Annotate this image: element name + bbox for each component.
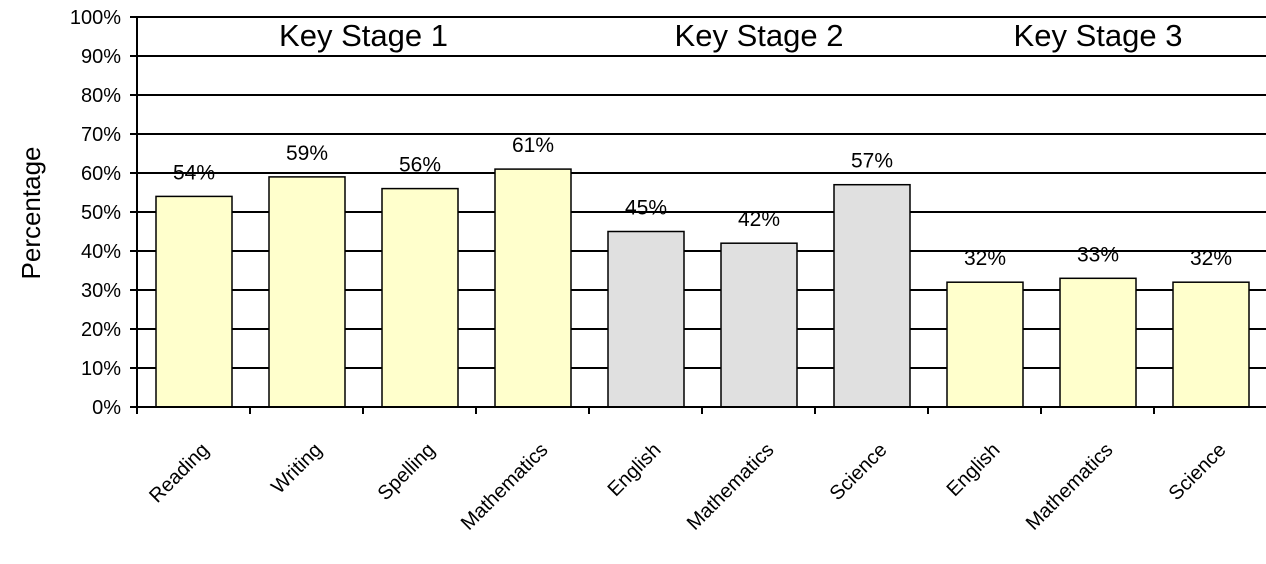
x-tick-label: Science bbox=[826, 439, 892, 505]
y-tick-label: 90% bbox=[81, 46, 121, 68]
x-tick-label: Spelling bbox=[374, 439, 440, 505]
bar bbox=[946, 281, 1024, 408]
y-tick-label: 80% bbox=[81, 85, 121, 107]
y-tick-label: 50% bbox=[81, 202, 121, 224]
y-tick-label: 30% bbox=[81, 280, 121, 302]
y-tick-label: 0% bbox=[92, 397, 121, 419]
data-label: 59% bbox=[286, 142, 328, 165]
data-label: 45% bbox=[625, 197, 667, 220]
bar bbox=[494, 168, 572, 408]
x-tick-label: Science bbox=[1165, 439, 1231, 505]
bar bbox=[155, 195, 233, 408]
bar bbox=[720, 242, 798, 408]
y-tick-label: 60% bbox=[81, 163, 121, 185]
y-tick-label: 40% bbox=[81, 241, 121, 263]
bar bbox=[833, 183, 911, 408]
y-tick-label: 10% bbox=[81, 358, 121, 380]
bar bbox=[1172, 281, 1250, 408]
y-tick-label: 70% bbox=[81, 124, 121, 146]
data-label: 56% bbox=[399, 154, 441, 177]
bar bbox=[268, 176, 346, 408]
x-tick-label: Mathematics bbox=[683, 439, 779, 535]
bars bbox=[155, 168, 1250, 408]
data-label: 61% bbox=[512, 134, 554, 157]
x-tick-label: Reading bbox=[145, 439, 213, 507]
data-label: 57% bbox=[851, 150, 893, 173]
x-tick-label: Mathematics bbox=[1022, 439, 1118, 535]
x-tick-label: English bbox=[604, 439, 666, 501]
data-label: 54% bbox=[173, 161, 215, 184]
x-tick-label: English bbox=[943, 439, 1005, 501]
bar bbox=[381, 187, 459, 408]
data-label: 33% bbox=[1077, 243, 1119, 266]
bar bbox=[607, 230, 685, 408]
group-label: Key Stage 3 bbox=[1014, 18, 1183, 53]
y-axis-title: Percentage bbox=[16, 147, 46, 280]
bar bbox=[1059, 277, 1137, 408]
y-tick-label: 20% bbox=[81, 319, 121, 341]
x-tick-label: Mathematics bbox=[457, 439, 553, 535]
data-label: 32% bbox=[1190, 247, 1232, 270]
group-label: Key Stage 1 bbox=[279, 18, 448, 53]
data-label: 42% bbox=[738, 208, 780, 231]
x-tick-label: Writing bbox=[267, 439, 326, 498]
axes bbox=[130, 16, 1266, 414]
y-tick-label: 100% bbox=[70, 7, 121, 29]
data-label: 32% bbox=[964, 247, 1006, 270]
group-label: Key Stage 2 bbox=[675, 18, 844, 53]
